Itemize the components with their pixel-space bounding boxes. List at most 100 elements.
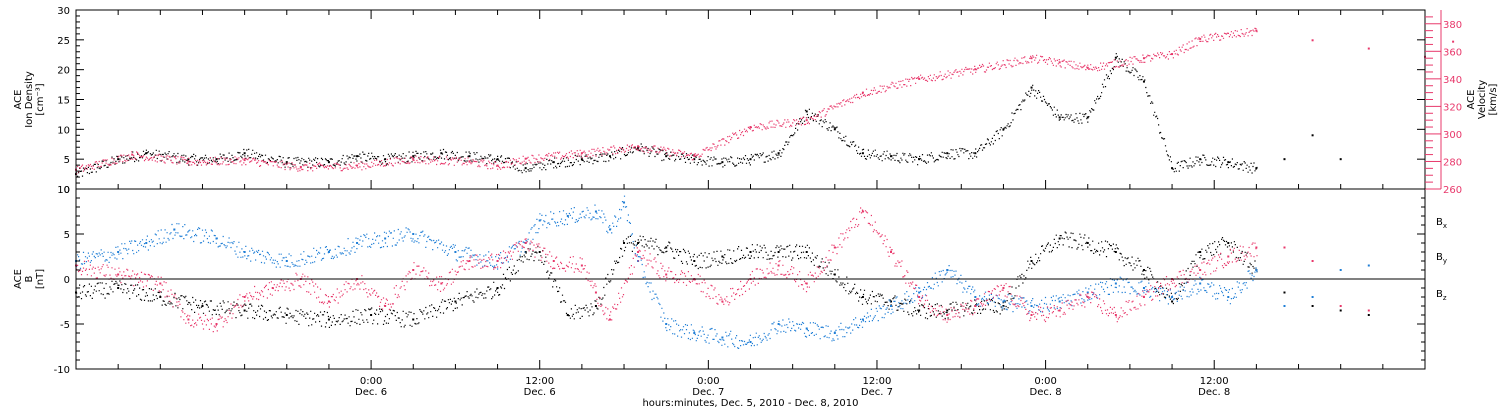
point-ion-density — [946, 152, 949, 155]
point-ion-density — [243, 152, 246, 155]
point-ion-density — [861, 152, 864, 155]
xtick-date-label: Dec. 7 — [692, 387, 724, 398]
point-by — [1142, 287, 1145, 289]
point-by — [721, 336, 724, 339]
point-bz — [580, 264, 583, 267]
top-ytick-right-label: 380 — [1443, 20, 1462, 31]
point-bz — [918, 296, 921, 298]
top-ylabel-right: ACE Velocity [km/s] — [1466, 80, 1499, 119]
bottom-ytick-label: -5 — [60, 320, 70, 331]
point-ion-density — [665, 155, 668, 158]
top-ytick-right-label: 320 — [1443, 102, 1462, 113]
point-velocity — [1199, 37, 1202, 40]
point-ion-density — [496, 158, 499, 161]
point-velocity — [580, 152, 583, 155]
point-bx — [1002, 305, 1005, 307]
point-bx — [454, 300, 457, 303]
point-bz — [665, 273, 668, 276]
point-bz — [524, 242, 527, 244]
point-by — [1086, 291, 1089, 294]
point-ion-density — [1311, 134, 1314, 137]
point-by — [412, 233, 415, 235]
xtick-date-label: Dec. 6 — [524, 387, 556, 398]
series-bx — [75, 231, 1370, 328]
point-bx — [117, 287, 120, 289]
point-bx — [721, 255, 724, 258]
point-bx — [693, 260, 696, 262]
point-by — [538, 219, 541, 222]
point-velocity — [1311, 39, 1314, 42]
legend-by: By — [1436, 252, 1447, 265]
top-ytick-label: 0 — [64, 185, 70, 196]
point-ion-density — [1030, 86, 1033, 89]
point-bz — [890, 251, 893, 253]
point-by — [1199, 282, 1202, 285]
series-ion-density — [75, 53, 1342, 177]
point-by — [215, 237, 218, 240]
point-velocity — [131, 153, 134, 156]
point-bx — [805, 251, 808, 253]
top-ytick-right-label: 360 — [1443, 47, 1462, 58]
point-bz — [1030, 314, 1033, 316]
point-bz — [215, 323, 218, 325]
point-ion-density — [384, 158, 387, 161]
point-ion-density — [524, 167, 527, 170]
point-bz — [1311, 260, 1314, 262]
bottom-ytick-label: -10 — [54, 365, 70, 376]
point-ion-density — [468, 155, 471, 158]
point-bz — [440, 282, 443, 285]
top-ylabel-left-line: ACE — [13, 90, 24, 110]
point-bz — [608, 318, 611, 321]
point-by — [946, 269, 949, 271]
xtick-time-label: 0:00 — [697, 376, 719, 387]
point-by — [117, 251, 120, 253]
point-bx — [496, 287, 499, 289]
xtick-time-label: 12:00 — [525, 376, 554, 387]
point-bx — [594, 305, 597, 307]
top-ytick-right-label: 300 — [1443, 130, 1462, 141]
point-by — [1339, 269, 1342, 271]
point-bx — [285, 314, 288, 316]
xtick-date-label: Dec. 6 — [355, 387, 387, 398]
point-by — [285, 260, 288, 262]
point-velocity — [1058, 61, 1061, 64]
point-ion-density — [117, 158, 120, 161]
series-velocity — [75, 27, 1455, 175]
point-by — [890, 305, 893, 307]
point-by — [918, 291, 921, 294]
point-by — [1255, 269, 1258, 271]
point-ion-density — [1086, 116, 1089, 119]
xtick-time-label: 12:00 — [863, 376, 892, 387]
point-velocity — [299, 165, 302, 168]
top-ylabel-right-line: Velocity — [1477, 80, 1488, 119]
point-ion-density — [749, 158, 752, 161]
point-bx — [623, 242, 626, 244]
series-dots-4 — [76, 207, 1258, 333]
point-ion-density — [145, 152, 148, 155]
point-by — [861, 318, 864, 321]
point-bz — [384, 305, 387, 307]
point-by — [243, 251, 246, 253]
bottom-ylabel-line: [nT] — [35, 269, 46, 289]
point-by — [1058, 300, 1061, 303]
legend-base: B — [1436, 217, 1443, 228]
point-velocity — [187, 160, 190, 163]
point-bz — [1142, 296, 1145, 298]
point-by — [974, 296, 977, 298]
point-ion-density — [215, 158, 218, 161]
legend-sub: x — [1443, 222, 1447, 230]
point-bx — [1367, 314, 1370, 316]
top-ylabel-right-line: ACE — [1466, 90, 1477, 110]
point-bz — [1227, 255, 1230, 258]
point-by — [1171, 296, 1174, 298]
point-velocity — [1367, 47, 1370, 50]
point-bz — [1255, 246, 1258, 249]
point-ion-density — [805, 110, 808, 113]
legend-base: B — [1436, 252, 1443, 263]
bottom-ylabel-line: B — [24, 275, 35, 282]
point-bx — [1339, 309, 1342, 312]
top-ylabel-left: ACE Ion Density [cm⁻³] — [13, 71, 46, 128]
point-bz — [946, 314, 949, 316]
legend-base: B — [1436, 289, 1443, 300]
point-velocity — [243, 159, 246, 162]
